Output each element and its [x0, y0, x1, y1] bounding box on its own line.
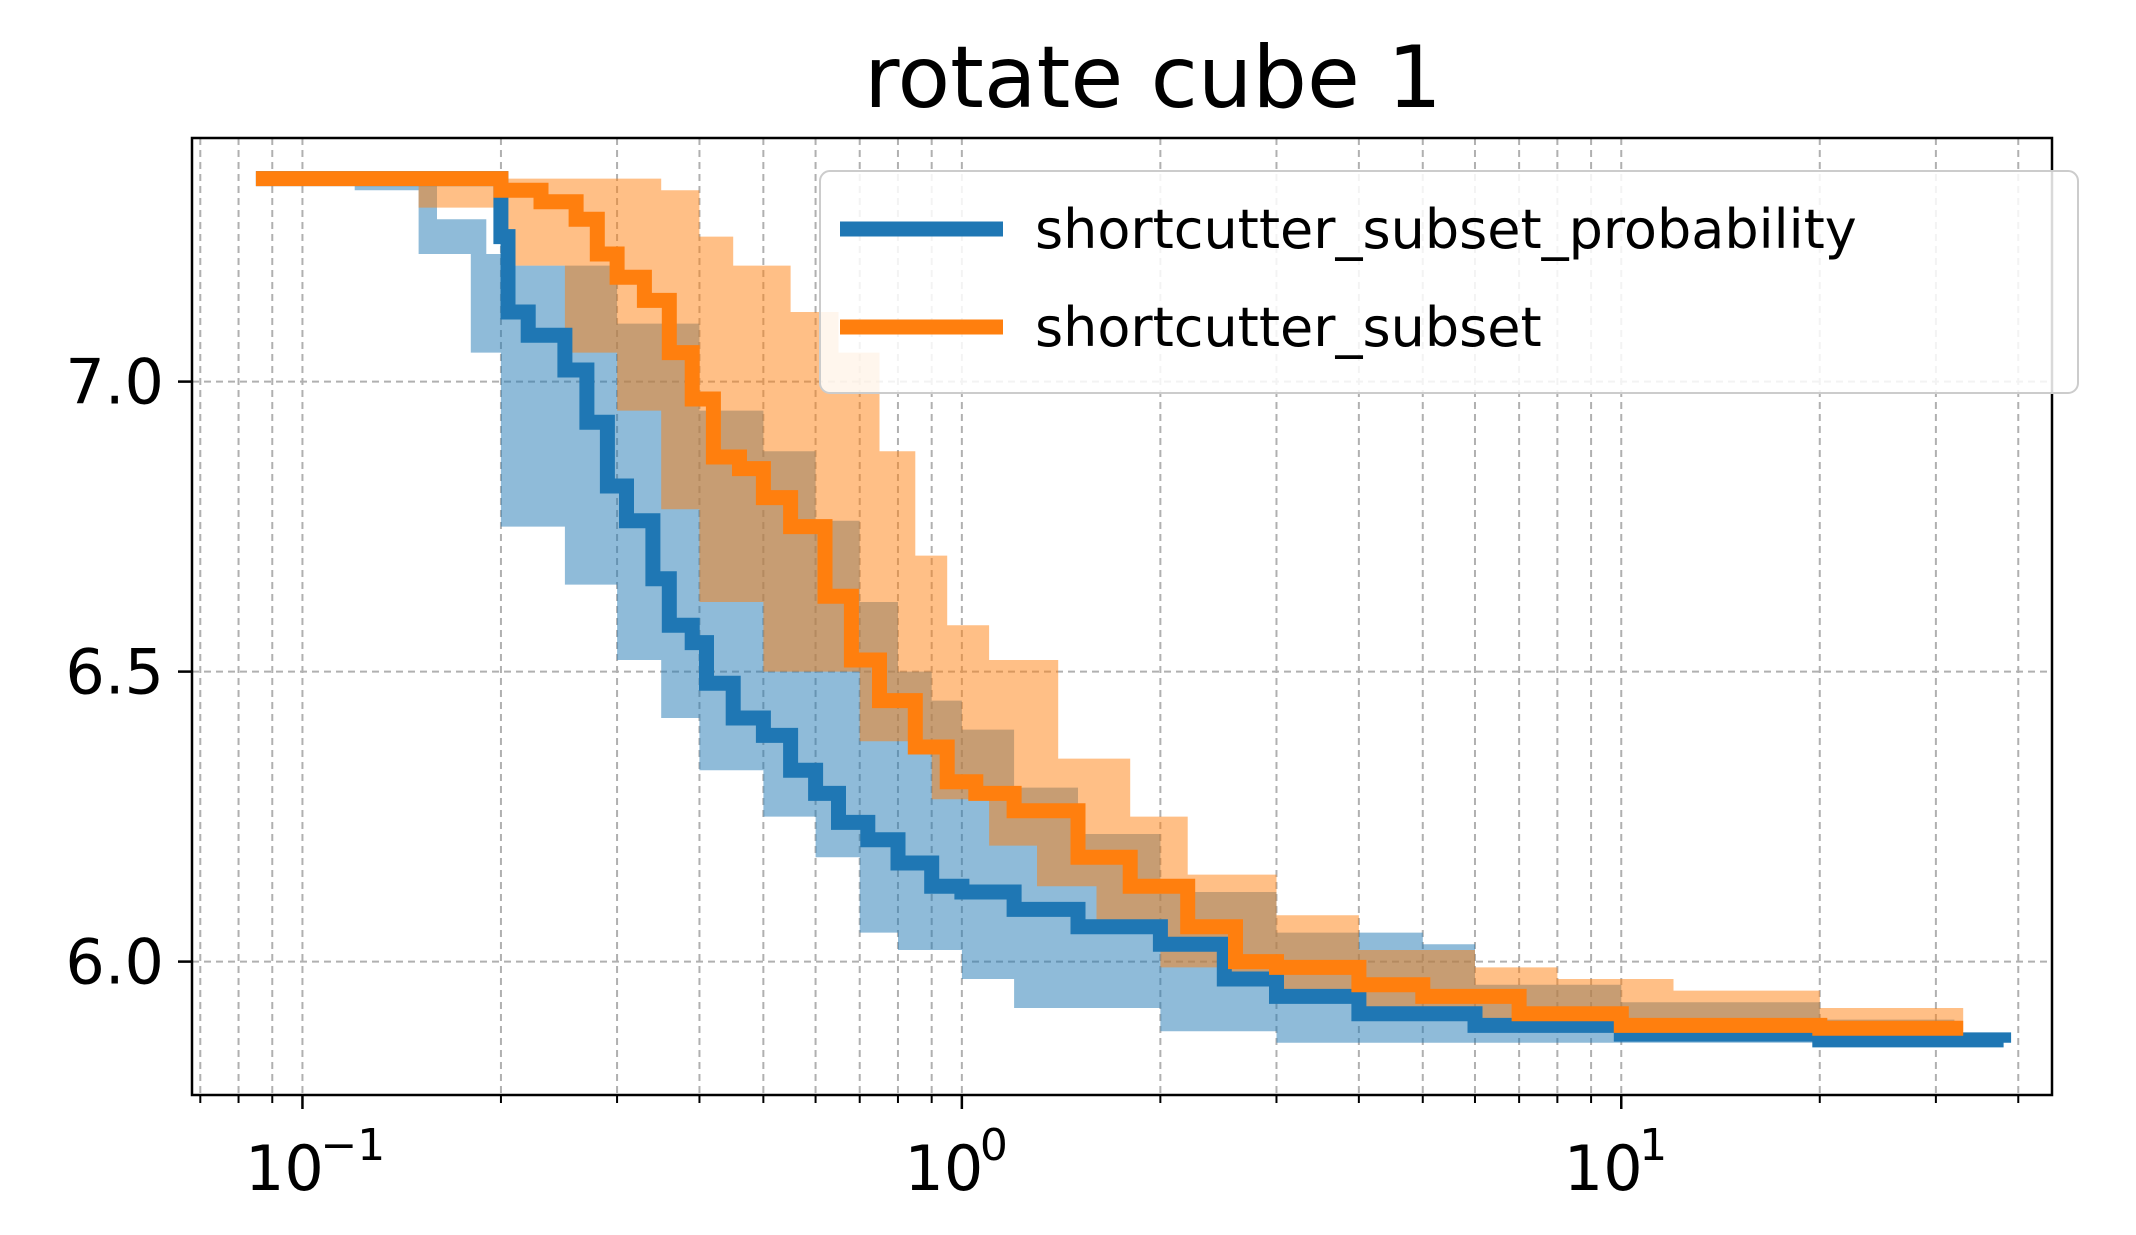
- chart-title: rotate cube 1: [864, 28, 1442, 128]
- legend-label-subset: shortcutter_subset: [1035, 296, 1542, 359]
- confidence-bands: [255, 178, 1964, 1043]
- legend-label-probability: shortcutter_subset_probability: [1035, 198, 1857, 261]
- legend-box: [819, 170, 2079, 394]
- x-tick-label: 10: [904, 1132, 983, 1205]
- band-subset: [255, 178, 1964, 1038]
- plot-frame: [190, 136, 2054, 1097]
- series-lines: [255, 171, 2012, 1048]
- legend: shortcutter_subset_probability shortcutt…: [819, 170, 2079, 394]
- y-tick-label: 7.0: [65, 346, 164, 419]
- x-tick-label: 10: [1564, 1132, 1643, 1205]
- x-tick-exponent: 1: [1639, 1120, 1667, 1171]
- series-line-subset: [255, 171, 1964, 1036]
- y-tick-label: 6.0: [65, 926, 164, 999]
- x-tick-label: 10: [245, 1132, 324, 1205]
- x-tick-exponent: 0: [980, 1120, 1008, 1171]
- series-line-probability: [255, 171, 2012, 1048]
- x-tick-exponent: −1: [320, 1120, 385, 1171]
- y-tick-label: 6.5: [65, 636, 164, 709]
